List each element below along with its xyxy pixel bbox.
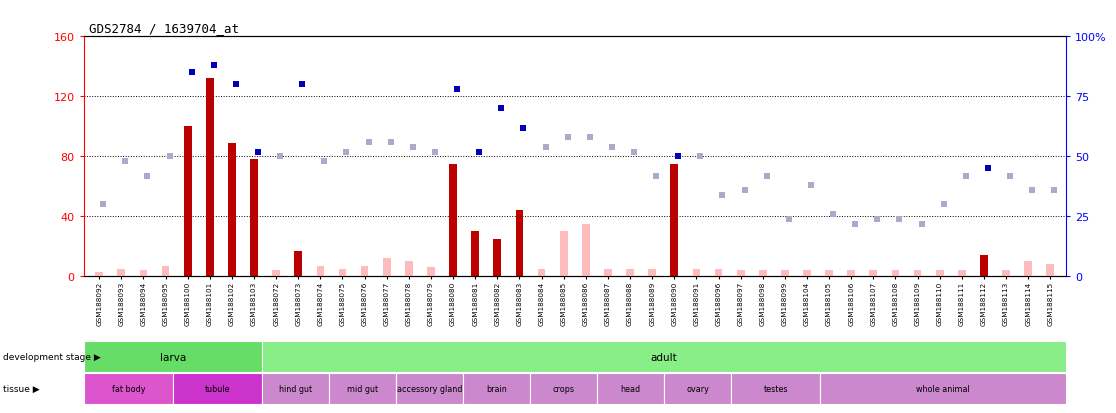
- Bar: [693, 269, 700, 277]
- Bar: [737, 271, 744, 277]
- Bar: [95, 272, 103, 277]
- Bar: [759, 271, 767, 277]
- Text: crops: crops: [552, 385, 575, 393]
- Bar: [405, 262, 413, 277]
- Bar: [295, 251, 302, 277]
- Bar: [396, 373, 463, 404]
- Bar: [597, 373, 664, 404]
- Bar: [493, 239, 501, 277]
- Bar: [714, 269, 722, 277]
- Bar: [463, 373, 530, 404]
- Text: hind gut: hind gut: [279, 385, 312, 393]
- Bar: [450, 164, 456, 277]
- Text: mid gut: mid gut: [347, 385, 378, 393]
- Bar: [731, 373, 820, 404]
- Bar: [781, 271, 789, 277]
- Text: ovary: ovary: [686, 385, 709, 393]
- Text: tissue ▶: tissue ▶: [3, 385, 40, 393]
- Bar: [329, 373, 396, 404]
- Bar: [581, 224, 589, 277]
- Bar: [317, 266, 325, 277]
- Bar: [84, 373, 173, 404]
- Bar: [664, 373, 731, 404]
- Bar: [626, 269, 634, 277]
- Bar: [804, 271, 811, 277]
- Bar: [847, 271, 855, 277]
- Bar: [538, 269, 546, 277]
- Text: adult: adult: [651, 352, 677, 362]
- Bar: [958, 271, 965, 277]
- Text: head: head: [620, 385, 641, 393]
- Text: larva: larva: [160, 352, 186, 362]
- Bar: [516, 211, 523, 277]
- Text: fat body: fat body: [112, 385, 145, 393]
- Bar: [84, 342, 262, 373]
- Bar: [427, 268, 435, 277]
- Bar: [671, 164, 679, 277]
- Text: tubule: tubule: [205, 385, 230, 393]
- Bar: [262, 342, 1066, 373]
- Bar: [250, 160, 258, 277]
- Bar: [869, 271, 877, 277]
- Bar: [604, 269, 612, 277]
- Bar: [530, 373, 597, 404]
- Bar: [162, 266, 170, 277]
- Bar: [1002, 271, 1010, 277]
- Bar: [360, 266, 368, 277]
- Bar: [914, 271, 922, 277]
- Bar: [206, 79, 213, 277]
- Bar: [383, 259, 391, 277]
- Bar: [471, 232, 479, 277]
- Bar: [173, 373, 262, 404]
- Bar: [140, 271, 147, 277]
- Bar: [1047, 265, 1055, 277]
- Bar: [1024, 262, 1032, 277]
- Text: GDS2784 / 1639704_at: GDS2784 / 1639704_at: [89, 22, 239, 35]
- Bar: [980, 256, 988, 277]
- Bar: [117, 269, 125, 277]
- Bar: [936, 271, 943, 277]
- Bar: [560, 232, 568, 277]
- Text: development stage ▶: development stage ▶: [3, 353, 102, 361]
- Text: testes: testes: [763, 385, 788, 393]
- Bar: [892, 271, 899, 277]
- Text: brain: brain: [487, 385, 507, 393]
- Bar: [262, 373, 329, 404]
- Bar: [825, 271, 833, 277]
- Bar: [648, 269, 656, 277]
- Text: whole animal: whole animal: [916, 385, 970, 393]
- Bar: [272, 271, 280, 277]
- Bar: [338, 269, 346, 277]
- Bar: [184, 127, 192, 277]
- Bar: [820, 373, 1066, 404]
- Text: accessory gland: accessory gland: [397, 385, 462, 393]
- Bar: [228, 143, 235, 277]
